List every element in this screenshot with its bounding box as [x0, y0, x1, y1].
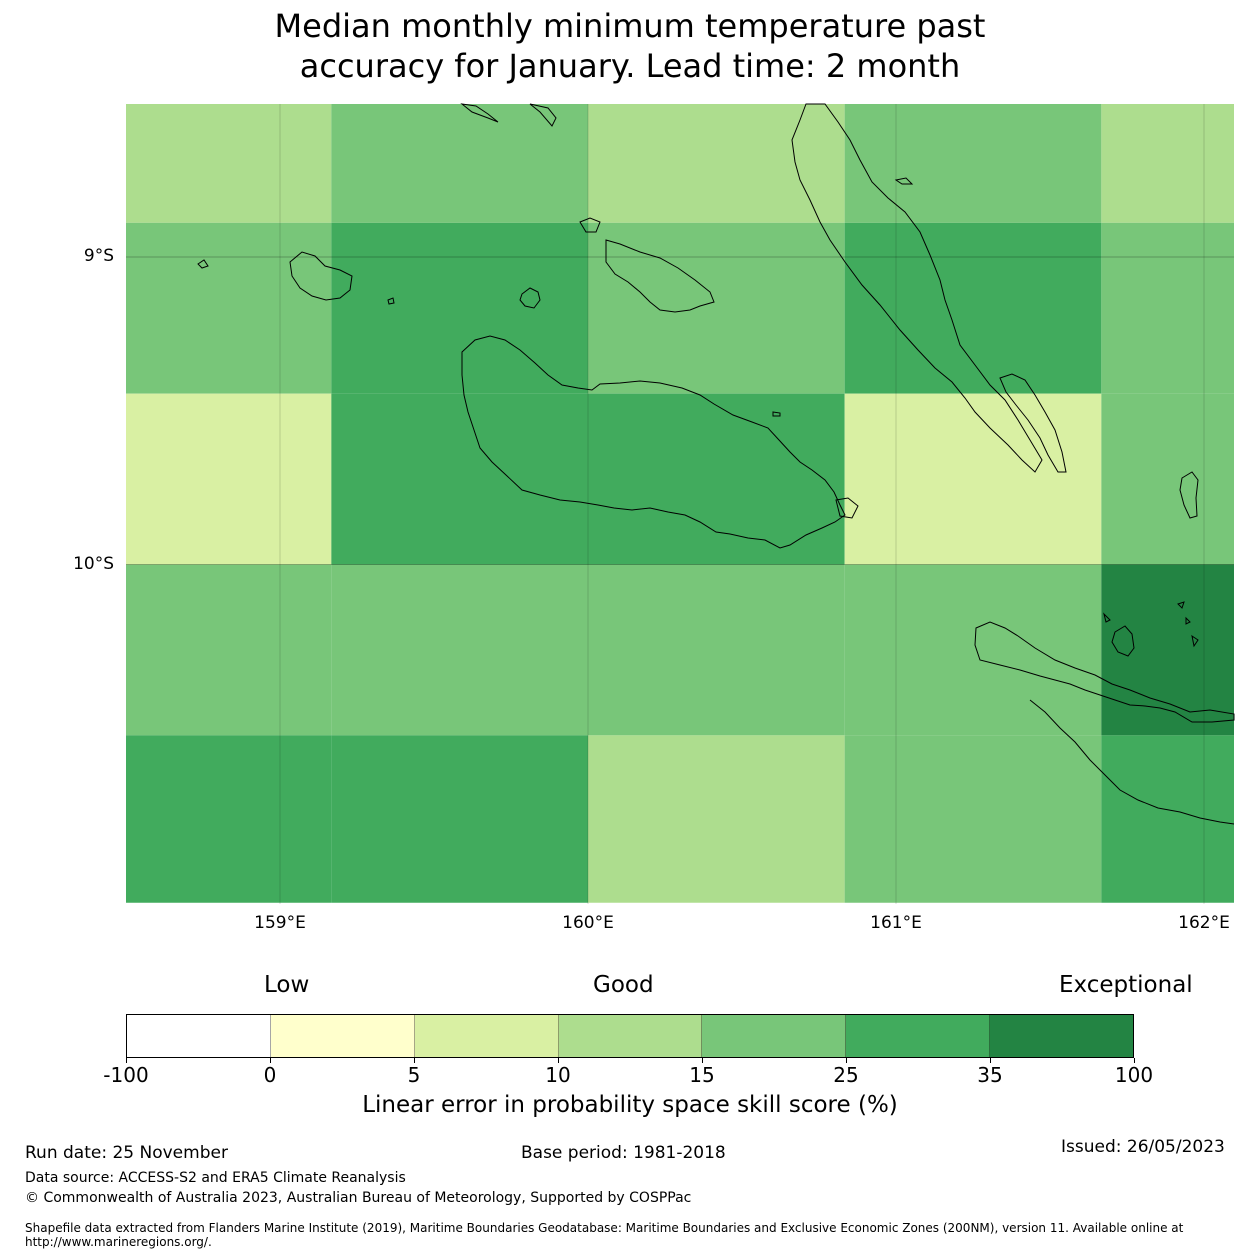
colorbar-tick-label: 0 [263, 1063, 277, 1087]
colorbar-tick-mark [126, 1058, 127, 1063]
colorbar-tick-mark [1134, 1058, 1135, 1063]
coastline-ulawa [1179, 471, 1199, 519]
coastline-islet-west [197, 259, 209, 269]
grid-cell [1101, 735, 1234, 903]
coastline-florida-islands [605, 239, 715, 313]
grid-cells [126, 104, 1234, 903]
grid-cell [126, 735, 332, 903]
colorbar-tick-mark [414, 1058, 415, 1063]
colorbar-swatch [846, 1015, 991, 1057]
colorbar-tick-label: 15 [689, 1063, 715, 1087]
copyright: © Commonwealth of Australia 2023, Austra… [25, 1190, 692, 1206]
grid-cell [1101, 393, 1234, 565]
graticule [126, 104, 1234, 904]
title-line-2: accuracy for January. Lead time: 2 month [299, 47, 961, 85]
grid-cell [126, 104, 332, 223]
grid-cell [331, 393, 588, 565]
coastline-makira-south [1029, 699, 1235, 825]
colorbar-label: Linear error in probability space skill … [362, 1092, 898, 1118]
skill-score-map [126, 103, 1235, 904]
coastline-marau [835, 497, 859, 519]
grid-cell [1101, 564, 1234, 736]
grid-cell [844, 222, 1102, 394]
grid-cell [331, 222, 588, 394]
coastline-savo [519, 287, 541, 309]
coastlines [197, 103, 1235, 825]
grid-cell [1101, 104, 1234, 223]
title-line-1: Median monthly minimum temperature past [274, 7, 986, 45]
coastline-islet-mid [387, 297, 395, 305]
lon-label-160e: 160°E [562, 913, 614, 933]
legend-category-low: Low [264, 972, 310, 998]
colorbar-tick-mark [270, 1058, 271, 1063]
colorbar-swatch [270, 1015, 415, 1057]
lon-label-159e: 159°E [254, 913, 306, 933]
grid-cell [588, 222, 845, 394]
grid-cell [126, 564, 332, 736]
coastline-ugi [1111, 625, 1135, 657]
colorbar-tick-mark [846, 1058, 847, 1063]
grid-cell [126, 222, 332, 394]
grid-cell [588, 564, 845, 736]
lon-label-161e: 161°E [870, 913, 922, 933]
coastline-malaita [791, 103, 1043, 473]
colorbar-tick-label: 100 [1114, 1063, 1154, 1087]
colorbar-swatch [990, 1015, 1134, 1057]
coastline-russell-islands [289, 251, 353, 301]
grid-cell [588, 393, 845, 565]
coastline-small-malaita [999, 373, 1067, 473]
shapefile-credit: Shapefile data extracted from Flanders M… [25, 1221, 1184, 1249]
legend-category-good: Good [593, 972, 654, 998]
colorbar [126, 1014, 1134, 1058]
colorbar-tick-label: 5 [407, 1063, 421, 1087]
colorbar-tick-label: -100 [103, 1063, 149, 1087]
colorbar-swatch [702, 1015, 847, 1057]
grid-cell [588, 104, 845, 223]
grid-cell [331, 735, 588, 903]
grid-cell [844, 393, 1102, 565]
issued-date: Issued: 26/05/2023 [1061, 1137, 1225, 1157]
coastline-north-islets [460, 103, 557, 127]
grid-cell [331, 104, 588, 223]
grid-cell [844, 735, 1102, 903]
grid-cell [1101, 222, 1234, 394]
coastline-small-north [579, 217, 601, 233]
colorbar-tick-mark [702, 1058, 703, 1063]
legend-category-exceptional: Exceptional [1059, 972, 1193, 998]
colorbar-swatch [558, 1015, 703, 1057]
run-date: Run date: 25 November [25, 1143, 228, 1163]
colorbar-tick-label: 10 [545, 1063, 571, 1087]
lon-label-162e: 162°E [1178, 913, 1230, 933]
grid-cell [331, 564, 588, 736]
coastline-north-malaita-islets [894, 177, 914, 185]
grid-cell [588, 735, 845, 903]
colorbar-tick-mark [990, 1058, 991, 1063]
colorbar-tick-label: 35 [977, 1063, 1003, 1087]
grid-cell [844, 564, 1102, 736]
coastline-small-east [1103, 601, 1199, 648]
colorbar-tick-label: 25 [833, 1063, 859, 1087]
lat-label-9s: 9°S [83, 246, 114, 266]
coastline-makira [974, 621, 1235, 723]
coastline-tulagi [772, 411, 781, 417]
map-title: Median monthly minimum temperature past … [0, 6, 1260, 86]
colorbar-swatch [127, 1015, 271, 1057]
base-period: Base period: 1981-2018 [521, 1143, 726, 1163]
grid-cell [844, 104, 1102, 223]
lat-label-10s: 10°S [73, 553, 114, 574]
colorbar-swatch [414, 1015, 559, 1057]
colorbar-tick-mark [558, 1058, 559, 1063]
grid-cell [126, 393, 332, 565]
data-source: Data source: ACCESS-S2 and ERA5 Climate … [25, 1170, 406, 1186]
coastline-guadalcanal [461, 335, 846, 549]
